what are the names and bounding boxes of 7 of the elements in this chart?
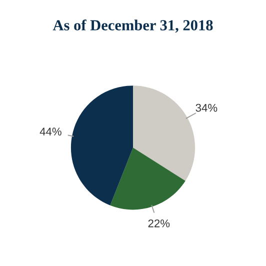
pie-slice [133,86,196,181]
pie-slice [70,86,133,206]
chart-title: As of December 31, 2018 [52,20,213,33]
data-label: 44% [40,128,62,136]
data-label: 22% [148,219,170,228]
pie-slice [110,148,186,210]
data-label: 34% [196,104,218,112]
